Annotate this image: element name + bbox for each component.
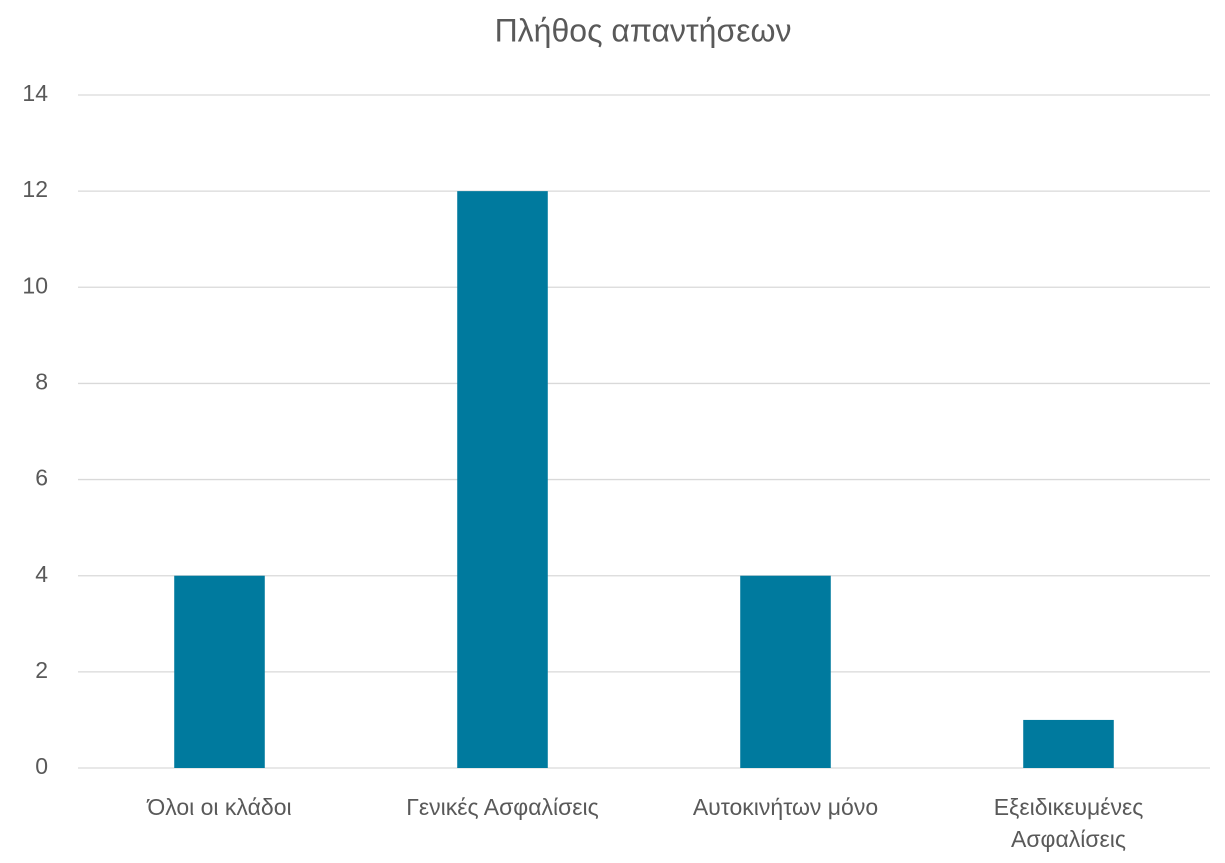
bar xyxy=(1023,719,1114,768)
y-tick-label: 8 xyxy=(35,369,48,395)
y-tick-label: 0 xyxy=(35,753,48,779)
y-tick-label: 10 xyxy=(22,272,48,298)
y-tick-label: 6 xyxy=(35,465,48,491)
y-tick-label: 4 xyxy=(35,561,48,587)
bar xyxy=(174,575,265,768)
x-tick-label: Αυτοκινήτων μόνο xyxy=(693,794,878,820)
x-tick-label: Γενικές Ασφαλίσεις xyxy=(406,794,599,820)
x-tick-label: Όλοι οι κλάδοι xyxy=(146,794,291,820)
bar xyxy=(740,575,831,768)
bar xyxy=(457,191,548,769)
chart-title: Πλήθος απαντήσεων xyxy=(495,12,792,48)
y-tick-label: 14 xyxy=(22,80,48,106)
y-tick-label: 12 xyxy=(22,176,48,202)
y-tick-label: 2 xyxy=(35,657,48,683)
x-tick-label: Εξειδικευμένες Ασφαλίσεις xyxy=(994,794,1144,852)
